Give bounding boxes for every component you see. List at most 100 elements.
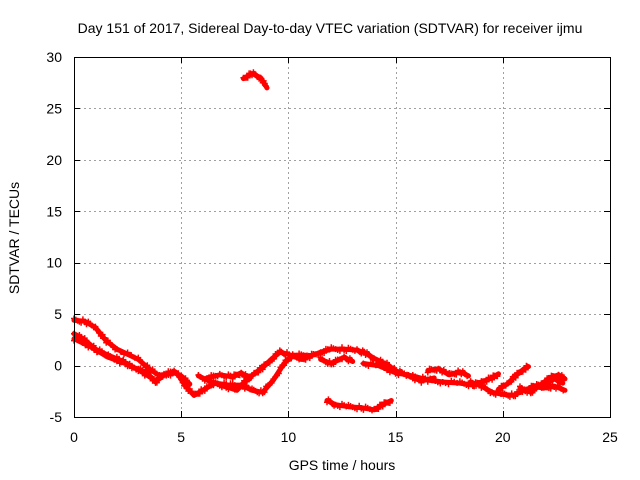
data-point (306, 355, 313, 362)
data-point (178, 376, 185, 383)
data-point (259, 366, 266, 373)
data-point (336, 404, 343, 411)
data-point (360, 406, 367, 413)
data-point (547, 376, 553, 383)
data-point (533, 385, 540, 392)
y-tick-label: 20 (46, 152, 62, 168)
data-point (101, 334, 108, 341)
data-point (302, 356, 309, 363)
series-arc-f (317, 353, 356, 368)
data-point (330, 361, 337, 368)
data-point (281, 362, 288, 369)
x-tick-label: 5 (177, 429, 185, 445)
data-point (146, 372, 152, 379)
data-point (275, 370, 282, 377)
data-point (492, 391, 499, 398)
data-point (524, 363, 531, 370)
x-tick-label: 15 (388, 429, 404, 445)
data-point (326, 358, 333, 364)
x-axis-label: GPS time / hours (289, 457, 396, 473)
series-arc-j (495, 362, 531, 394)
data-point (268, 379, 275, 386)
data-point (560, 387, 567, 394)
data-point (525, 386, 532, 393)
y-tick-label: 15 (46, 203, 62, 219)
data-point (201, 387, 208, 394)
x-tick-label: 10 (281, 429, 297, 445)
data-point (529, 389, 536, 396)
data-point (284, 349, 290, 356)
data-point (512, 374, 519, 381)
y-axis-label: SDTVAR / TECUs (6, 182, 22, 294)
data-point (245, 374, 252, 381)
data-point (508, 378, 515, 385)
data-point (239, 382, 246, 389)
data-point (494, 373, 501, 380)
data-point (489, 376, 496, 383)
data-point (375, 406, 382, 412)
chart-title: Day 151 of 2017, Sidereal Day-to-day VTE… (78, 20, 583, 36)
data-point (445, 381, 452, 388)
data-point (379, 403, 386, 410)
data-point (395, 372, 402, 379)
data-point (117, 348, 124, 355)
data-point (348, 356, 355, 363)
data-point (153, 379, 160, 386)
data-point (476, 381, 483, 388)
series-arc-m (324, 396, 394, 414)
data-point (128, 352, 135, 359)
series-arc-c (71, 335, 154, 381)
data-point (206, 376, 213, 383)
data-point (119, 357, 126, 364)
data-point (176, 373, 183, 380)
x-tick-label: 20 (495, 429, 511, 445)
y-tick-label: 10 (46, 255, 62, 271)
data-point (512, 393, 519, 400)
data-point (271, 355, 278, 362)
x-tick-label: 0 (70, 429, 78, 445)
x-tick-label: 25 (602, 429, 618, 445)
data-point (229, 375, 236, 382)
data-point (223, 374, 230, 381)
data-point (167, 372, 174, 379)
data-point (227, 372, 234, 379)
data-point (92, 323, 99, 330)
series-arc-h (424, 365, 471, 380)
y-tick-label: -5 (50, 409, 63, 425)
data-point (121, 351, 127, 358)
data-point (464, 373, 471, 380)
data-point (255, 369, 262, 376)
data-series (71, 69, 568, 414)
data-point (451, 378, 458, 385)
y-tick-label: 25 (46, 100, 62, 116)
y-tick-label: 30 (46, 49, 62, 65)
data-point (448, 377, 455, 384)
data-point (113, 346, 120, 353)
series-arc-e (203, 369, 253, 383)
data-point (144, 362, 151, 369)
data-point (124, 349, 131, 356)
y-tick-labels: -5 0 5 10 15 20 25 30 (46, 49, 62, 425)
data-point (439, 379, 446, 385)
data-point (424, 369, 431, 376)
tick-marks (74, 57, 611, 418)
data-point (406, 373, 413, 380)
series-arc-l (529, 381, 568, 394)
data-point (547, 385, 554, 392)
data-point (244, 74, 251, 81)
data-point (336, 347, 343, 354)
x-tick-labels: 0 5 10 15 20 25 (70, 429, 618, 445)
data-point (175, 370, 182, 377)
data-point (262, 83, 269, 90)
data-point (96, 329, 102, 336)
data-point (179, 379, 186, 386)
data-point (560, 375, 567, 382)
data-point (386, 400, 393, 406)
data-point (424, 378, 431, 385)
data-point (94, 326, 101, 333)
data-point (389, 366, 396, 373)
data-point (266, 359, 273, 366)
data-point (185, 379, 192, 386)
plot-frame (74, 57, 611, 418)
